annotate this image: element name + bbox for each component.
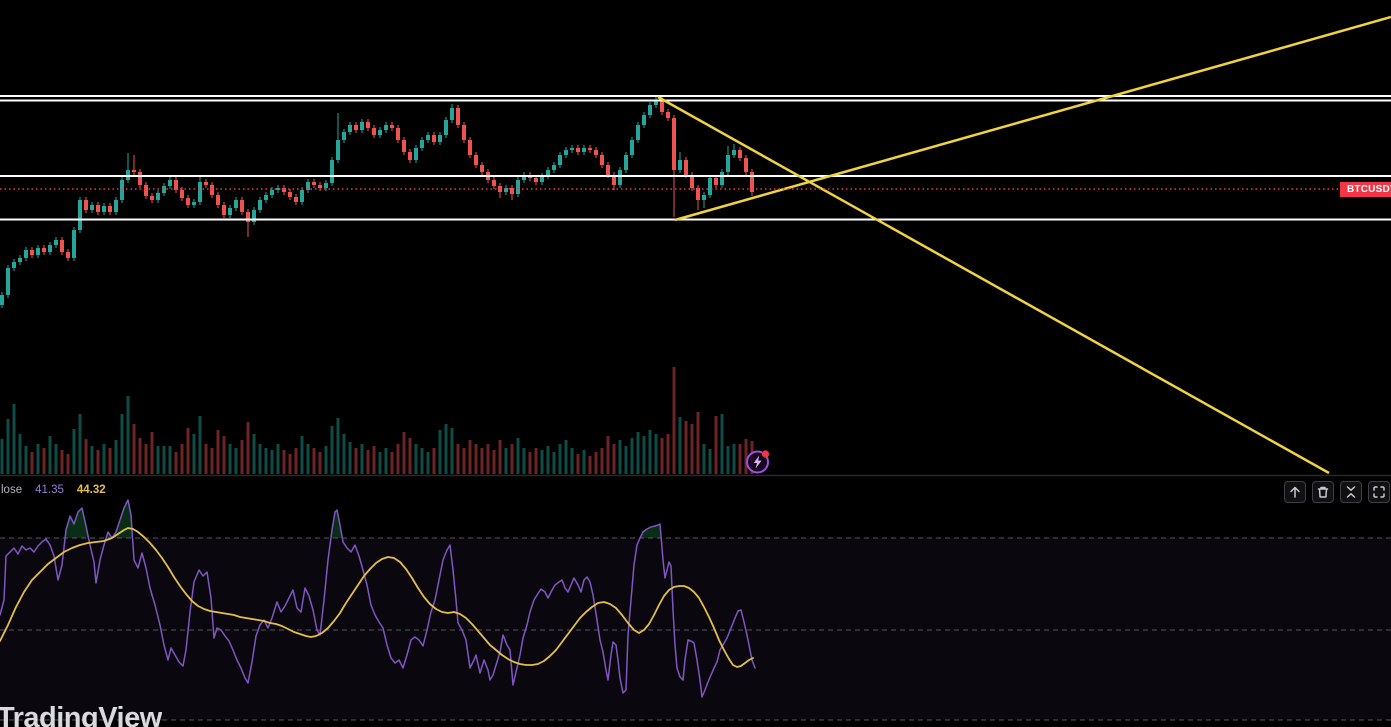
lightning-bolt-icon [753, 455, 762, 469]
trendlines [657, 15, 1391, 475]
rsi-legend-fragment: lose [1, 484, 23, 496]
collapse-pane-button[interactable] [1340, 481, 1362, 503]
rsi-line [0, 499, 756, 698]
trash-icon [1317, 486, 1329, 498]
rsi-level-lines [0, 537, 1391, 721]
rsi-legend[interactable]: lose 41.35 44.32 [1, 484, 106, 496]
rsi-band-fill [0, 538, 1391, 720]
rsi-ma-value: 44.32 [76, 484, 106, 496]
move-pane-up-button[interactable] [1284, 481, 1306, 503]
ascending-trendline [674, 15, 1391, 222]
rsi-ma-line [0, 527, 754, 668]
volume-series [0, 367, 754, 474]
lightning-status-icon[interactable] [744, 448, 772, 476]
notification-dot [761, 450, 770, 458]
arrow-up-icon [1290, 486, 1300, 498]
maximize-pane-button[interactable] [1368, 481, 1390, 503]
collapse-icon [1346, 486, 1356, 498]
descending-trendline [657, 95, 1330, 475]
candlestick-series [0, 97, 754, 308]
price-axis-symbol-label[interactable]: BTCUSDT [1340, 182, 1391, 197]
delete-pane-button[interactable] [1312, 481, 1334, 503]
rsi-value: 41.35 [35, 484, 64, 496]
horizontal-level-lines [0, 95, 1391, 221]
maximize-icon [1373, 486, 1385, 498]
pane-controls [1284, 481, 1390, 503]
tradingview-logo[interactable]: TradingView [0, 702, 162, 727]
